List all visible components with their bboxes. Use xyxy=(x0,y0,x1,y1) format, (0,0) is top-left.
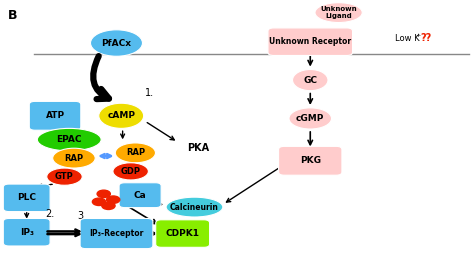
Circle shape xyxy=(92,198,106,206)
Text: cAMP: cAMP xyxy=(107,111,135,120)
Ellipse shape xyxy=(99,103,144,128)
FancyBboxPatch shape xyxy=(156,220,210,247)
Ellipse shape xyxy=(289,108,331,129)
Text: PLC: PLC xyxy=(17,193,36,202)
Text: 2.: 2. xyxy=(46,209,55,219)
Text: cGMP: cGMP xyxy=(296,114,324,123)
Text: ATP: ATP xyxy=(46,111,64,120)
Text: Unknown
Ligand: Unknown Ligand xyxy=(320,6,357,19)
FancyBboxPatch shape xyxy=(3,218,50,246)
Text: PfACx: PfACx xyxy=(101,39,131,48)
FancyBboxPatch shape xyxy=(119,183,161,208)
Ellipse shape xyxy=(47,168,82,185)
Text: Ca: Ca xyxy=(134,191,146,200)
Ellipse shape xyxy=(166,197,223,217)
FancyBboxPatch shape xyxy=(29,101,81,130)
Text: GC: GC xyxy=(303,76,317,85)
Text: PKA: PKA xyxy=(187,143,210,153)
Text: +: + xyxy=(416,33,421,38)
Ellipse shape xyxy=(91,30,143,56)
Text: B: B xyxy=(8,9,17,22)
Text: RAP: RAP xyxy=(126,148,145,157)
Text: Low K: Low K xyxy=(395,34,420,43)
Text: IP₃-Receptor: IP₃-Receptor xyxy=(89,229,144,238)
Text: GDP: GDP xyxy=(121,167,141,176)
FancyBboxPatch shape xyxy=(3,184,50,211)
Text: EPAC: EPAC xyxy=(56,135,82,144)
Ellipse shape xyxy=(37,128,101,151)
Circle shape xyxy=(107,196,120,203)
Text: 1.: 1. xyxy=(145,88,154,98)
Ellipse shape xyxy=(292,69,328,91)
Ellipse shape xyxy=(315,3,362,23)
Ellipse shape xyxy=(115,143,155,163)
FancyBboxPatch shape xyxy=(268,28,353,56)
Text: RAP: RAP xyxy=(64,154,83,163)
Circle shape xyxy=(97,190,110,198)
Text: CDPK1: CDPK1 xyxy=(165,229,200,238)
Text: 3.: 3. xyxy=(77,211,86,221)
Ellipse shape xyxy=(113,163,148,180)
Text: ??: ?? xyxy=(420,33,432,43)
Text: GTP: GTP xyxy=(55,172,74,181)
Text: PKG: PKG xyxy=(300,156,321,165)
Circle shape xyxy=(102,202,115,209)
Text: Calcineurin: Calcineurin xyxy=(170,203,219,211)
Text: Unknown Receptor: Unknown Receptor xyxy=(269,37,351,46)
Ellipse shape xyxy=(53,148,95,168)
Text: IP₃: IP₃ xyxy=(20,228,34,237)
FancyBboxPatch shape xyxy=(279,146,342,175)
FancyBboxPatch shape xyxy=(80,218,153,249)
